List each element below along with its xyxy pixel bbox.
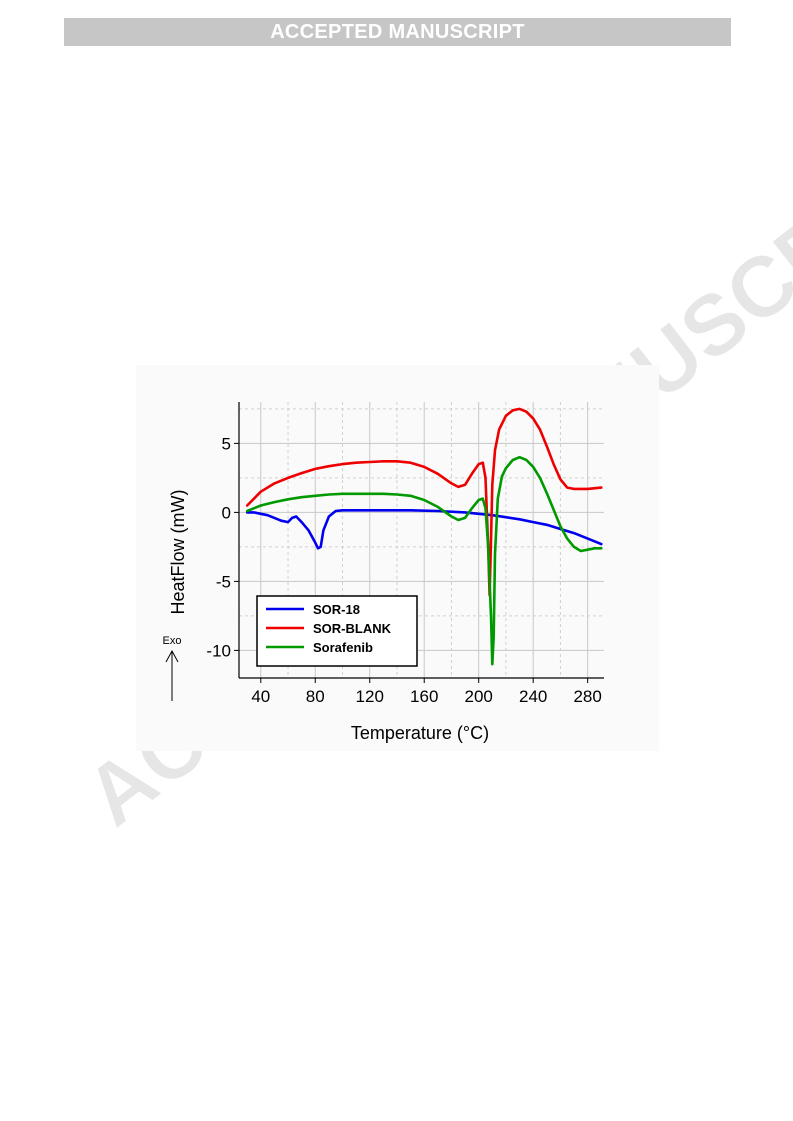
legend-label: SOR-18	[313, 602, 360, 617]
legend-label: Sorafenib	[313, 640, 373, 655]
legend-label: SOR-BLANK	[313, 621, 392, 636]
header-banner: ACCEPTED MANUSCRIPT	[64, 18, 731, 46]
x-axis-label: Temperature (°C)	[351, 723, 489, 743]
series-line-sor-18	[245, 509, 603, 550]
series-line-sorafenib	[245, 455, 603, 666]
x-tick-label: 240	[519, 687, 547, 706]
y-tick-labels: 5 0 -5 -10	[206, 434, 231, 660]
series-layer	[245, 407, 603, 666]
series-line-sor-blank	[245, 407, 603, 597]
header-banner-text: ACCEPTED MANUSCRIPT	[270, 21, 525, 43]
x-tick-label: 160	[410, 687, 438, 706]
x-tick-label: 200	[465, 687, 493, 706]
x-tick-label: 280	[573, 687, 601, 706]
dsc-chart: 40 80 120 160 200 240 280 5 0 -5 -10 Temperature …	[163, 402, 604, 743]
legend-box	[256, 595, 418, 667]
legend: SOR-18 SOR-BLANK Sorafenib	[256, 595, 418, 667]
y-tick-label: -10	[206, 641, 231, 660]
x-tick-label: 40	[251, 687, 270, 706]
exo-text: Exo	[163, 635, 182, 647]
y-tick-label: 0	[222, 503, 231, 522]
exo-arrowhead-icon	[165, 649, 179, 663]
dsc-thermogram-figure: 40 80 120 160 200 240 280 5 0 -5 -10 Temperature …	[136, 365, 659, 751]
exo-annotation: Exo	[163, 635, 182, 701]
x-tick-label: 80	[306, 687, 325, 706]
y-axis-label: HeatFlow (mW)	[168, 490, 188, 615]
axes-layer	[234, 402, 604, 683]
x-tick-labels: 40 80 120 160 200 240 280	[251, 687, 602, 706]
x-tick-label: 120	[356, 687, 384, 706]
y-tick-label: 5	[222, 434, 231, 453]
y-tick-label: -5	[216, 572, 231, 591]
